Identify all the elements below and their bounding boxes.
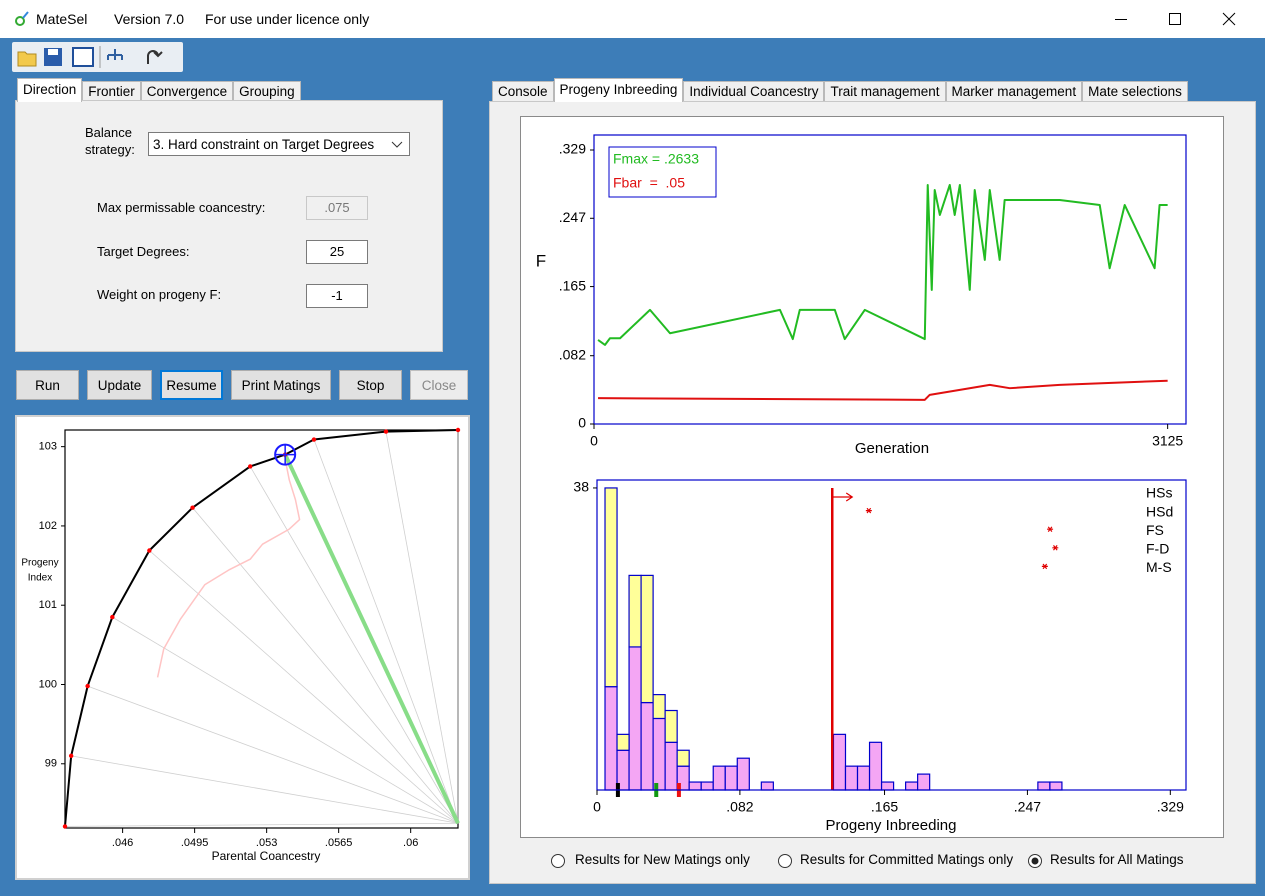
field-label: Max permissable coancestry: bbox=[97, 200, 266, 215]
tab[interactable]: Convergence bbox=[140, 81, 234, 102]
balance-select[interactable]: 3. Hard constraint on Target Degrees bbox=[148, 132, 410, 156]
tab[interactable]: Individual Coancestry bbox=[683, 81, 825, 102]
balance-value: 3. Hard constraint on Target Degrees bbox=[153, 137, 375, 152]
open-icon[interactable] bbox=[17, 51, 37, 67]
app-version: Version 7.0 bbox=[114, 11, 185, 27]
button[interactable]: Print Matings bbox=[231, 370, 331, 400]
button[interactable]: Stop bbox=[339, 370, 402, 400]
field-input[interactable]: -1 bbox=[306, 284, 368, 308]
toolbar bbox=[12, 42, 183, 72]
balance-label: Balance bbox=[85, 125, 132, 140]
field-input: .075 bbox=[306, 196, 368, 220]
app-icon bbox=[15, 11, 29, 26]
licence-note: For use under licence only bbox=[205, 11, 370, 27]
radio-button[interactable] bbox=[775, 852, 795, 872]
button[interactable]: Resume bbox=[160, 370, 223, 400]
toolbar-icons bbox=[17, 46, 163, 68]
tab[interactable]: Grouping bbox=[233, 81, 301, 102]
field-label: Target Degrees: bbox=[97, 244, 190, 259]
tab[interactable]: Progeny Inbreeding bbox=[553, 78, 684, 102]
dropdown-arrow bbox=[391, 141, 403, 148]
button-row: Run Update Resume Print Matings Stop Clo… bbox=[16, 370, 468, 400]
window-controls[interactable] bbox=[1100, 0, 1265, 38]
radio-label[interactable]: Results for All Matings bbox=[1050, 852, 1184, 867]
app-name: MateSel bbox=[36, 11, 88, 27]
close[interactable] bbox=[1222, 12, 1236, 26]
radio-button[interactable] bbox=[1025, 852, 1045, 872]
undo-icon[interactable] bbox=[147, 50, 163, 64]
frontier-panel bbox=[15, 415, 470, 880]
button[interactable]: Update bbox=[87, 370, 152, 400]
tab[interactable]: Frontier bbox=[82, 81, 141, 102]
tree-icon[interactable] bbox=[107, 49, 123, 60]
radio-button[interactable] bbox=[548, 852, 568, 872]
button: Close bbox=[410, 370, 468, 400]
left-tabs: Direction Frontier Convergence Grouping bbox=[17, 78, 301, 102]
field-label: Weight on progeny F: bbox=[97, 287, 222, 302]
maximize[interactable] bbox=[1169, 13, 1181, 25]
radio-label[interactable]: Results for New Matings only bbox=[575, 852, 750, 867]
button[interactable]: Run bbox=[16, 370, 79, 400]
radio-label[interactable]: Results for Committed Matings only bbox=[800, 852, 1014, 867]
tab[interactable]: Mate selections bbox=[1082, 81, 1188, 102]
right-tabs: Console Progeny Inbreeding Individual Co… bbox=[492, 78, 1188, 102]
chart-area bbox=[520, 116, 1224, 838]
window-icon[interactable] bbox=[72, 47, 94, 67]
tab[interactable]: Console bbox=[492, 81, 554, 102]
field-input[interactable]: 25 bbox=[306, 240, 368, 264]
tab[interactable]: Marker management bbox=[945, 81, 1083, 102]
balance-label: strategy: bbox=[85, 142, 135, 157]
title-bar: MateSel Version 7.0 For use under licenc… bbox=[0, 0, 1265, 38]
tab[interactable]: Trait management bbox=[824, 81, 946, 102]
tab[interactable]: Direction bbox=[17, 78, 83, 102]
